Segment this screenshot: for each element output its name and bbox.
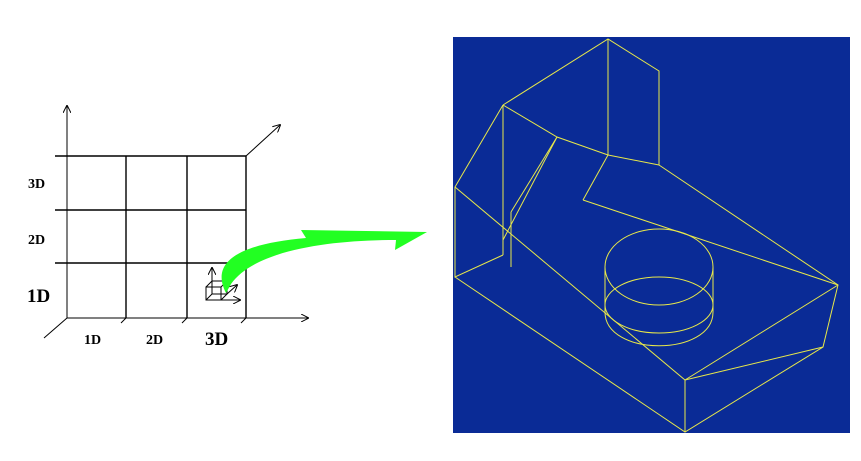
- y-label-3d: 3D: [28, 177, 46, 192]
- cad-viewport: [453, 37, 850, 433]
- x-tick-3: [240, 317, 247, 324]
- x-label-2d: 2D: [146, 333, 164, 348]
- x-label-1d: 1D: [84, 333, 102, 348]
- depth-axis: [245, 125, 280, 157]
- wireframe-part: [454, 38, 839, 433]
- z-axis: [43, 317, 68, 339]
- x-tick-2: [181, 317, 188, 324]
- x-label-3d: 3D: [205, 329, 229, 350]
- y-label-2d: 2D: [28, 233, 46, 248]
- green-transition-arrow: [221, 230, 427, 293]
- y-label-1d: 1D: [27, 286, 51, 307]
- x-tick-1: [120, 317, 127, 324]
- viewport-background: [453, 37, 850, 433]
